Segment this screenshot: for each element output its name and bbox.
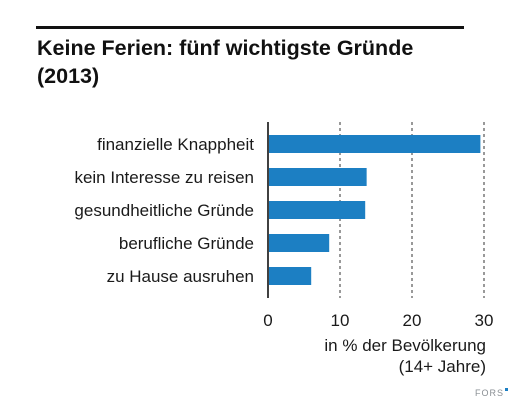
category-label-3: gesundheitliche Gründe xyxy=(74,201,254,220)
top-rule xyxy=(36,26,464,29)
chart-title-line-1: Keine Ferien: fünf wichtigste Gründe xyxy=(37,36,414,60)
category-label-1: finanzielle Knappheit xyxy=(97,135,254,154)
x-tick-label-10: 10 xyxy=(331,311,350,330)
x-tick-label-30: 30 xyxy=(475,311,494,330)
grid-lines xyxy=(267,122,485,298)
fors-logo-text: FORS xyxy=(474,388,504,398)
x-axis-title: in % der Bevölkerung (14+ Jahre) xyxy=(260,335,486,377)
category-label-4: berufliche Gründe xyxy=(119,234,254,253)
category-label-2: kein Interesse zu reisen xyxy=(74,168,254,187)
logo-dot-icon xyxy=(505,388,508,391)
x-tick-labels: 0 10 20 30 xyxy=(263,311,493,330)
x-tick-label-0: 0 xyxy=(263,311,272,330)
bar-1 xyxy=(269,135,481,153)
bar-2 xyxy=(269,168,367,186)
category-label-5: zu Hause ausruhen xyxy=(107,267,254,286)
fors-logo: FORS xyxy=(475,388,508,398)
x-tick-label-20: 20 xyxy=(403,311,422,330)
category-labels: finanzielle Knappheit kein Interesse zu r… xyxy=(74,135,254,286)
bars xyxy=(269,135,481,285)
bar-5 xyxy=(269,267,312,285)
bar-4 xyxy=(269,234,330,252)
x-axis-title-line-1: in % der Bevölkerung xyxy=(324,336,486,355)
chart-title: Keine Ferien: fünf wichtigste Gründe (20… xyxy=(37,34,477,90)
chart-title-line-2: (2013) xyxy=(37,64,100,88)
bar-3 xyxy=(269,201,366,219)
x-axis-title-line-2: (14+ Jahre) xyxy=(398,357,486,376)
